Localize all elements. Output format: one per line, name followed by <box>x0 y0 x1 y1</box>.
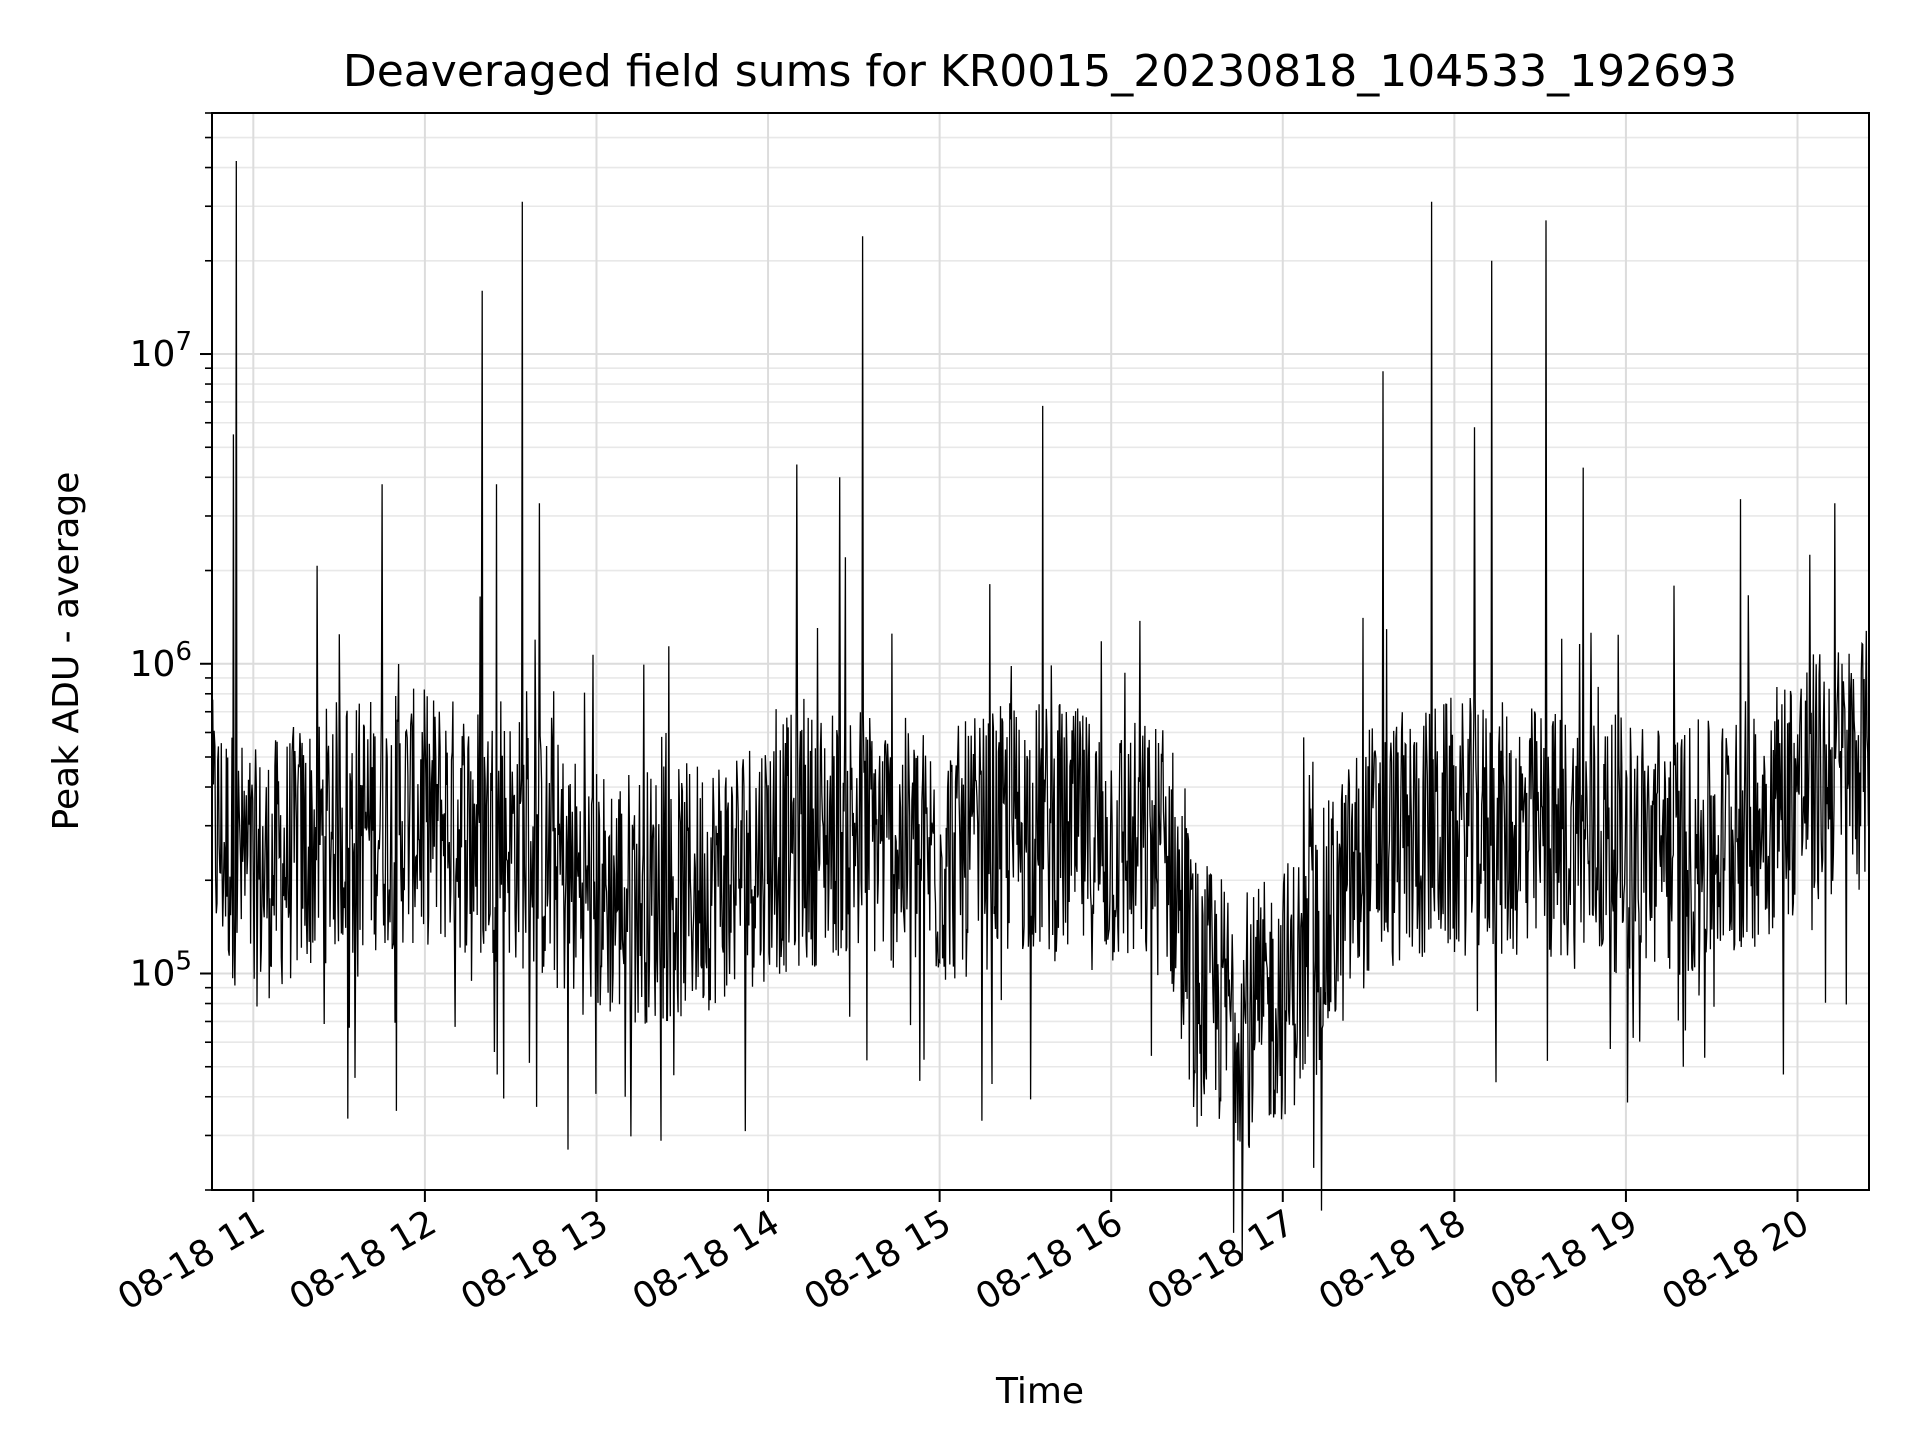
y-tick-exponent: 6 <box>175 637 192 667</box>
y-tick-label: 106 <box>130 637 192 685</box>
y-tick-label: 105 <box>130 947 192 995</box>
x-tick-label: 08-18 11 <box>111 1202 272 1318</box>
series-line <box>211 160 1870 1261</box>
x-axis-label: Time <box>995 1371 1084 1412</box>
x-axis: 08-18 11 08-18 12 08-18 13 08-18 14 08-18 15… <box>111 1190 1816 1319</box>
x-tick-label: 08-18 18 <box>1312 1202 1473 1318</box>
x-tick-label: 08-18 16 <box>969 1202 1130 1318</box>
chart-title: Deaveraged field sums for KR0015_2023081… <box>343 46 1737 97</box>
y-tick-exponent: 5 <box>175 947 192 977</box>
data-series <box>211 160 1870 1261</box>
y-tick-exponent: 7 <box>175 327 192 357</box>
x-tick-label: 08-18 20 <box>1655 1202 1816 1318</box>
major-grid <box>212 113 1869 1190</box>
x-tick-label: 08-18 13 <box>454 1202 615 1318</box>
y-axis-label: Peak ADU - average <box>46 472 87 831</box>
y-tick-base: 10 <box>130 644 176 685</box>
y-tick-base: 10 <box>130 954 176 995</box>
x-tick-label: 08-18 17 <box>1141 1202 1302 1318</box>
x-tick-label: 08-18 19 <box>1484 1202 1645 1318</box>
minor-grid <box>212 112 1869 1191</box>
plot-frame <box>211 112 1870 1191</box>
y-tick-base: 10 <box>130 334 176 375</box>
x-tick-label: 08-18 12 <box>283 1202 444 1318</box>
y-tick-label: 107 <box>130 327 192 375</box>
x-tick-label: 08-18 14 <box>626 1202 787 1318</box>
x-tick-label: 08-18 15 <box>797 1202 958 1318</box>
